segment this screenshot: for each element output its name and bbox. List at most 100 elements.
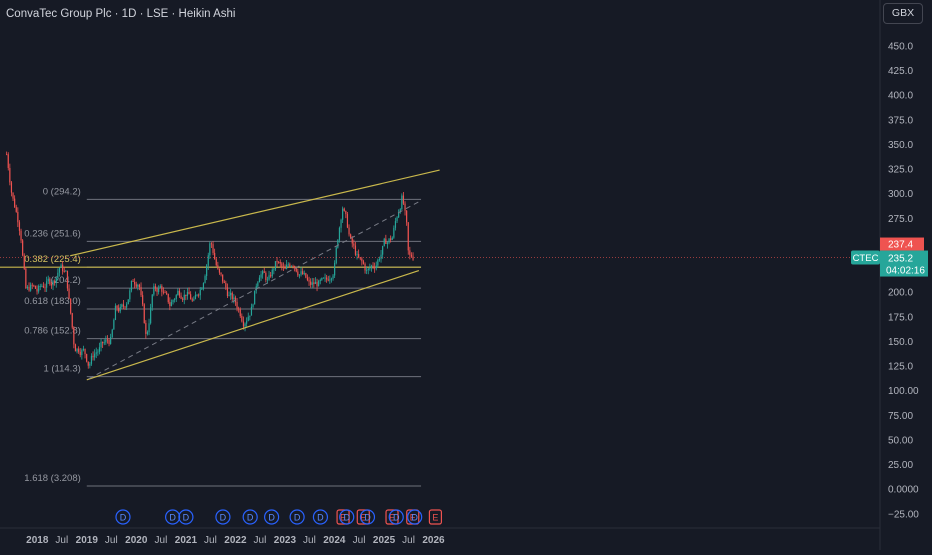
candle-body (38, 286, 40, 292)
candle-body (65, 270, 67, 272)
candle-body (119, 306, 121, 312)
dividend-marker (115, 509, 131, 525)
fib-level-label: 0.236 (251.6) (24, 228, 81, 239)
candle-body (295, 268, 297, 272)
candle-body (50, 283, 53, 286)
candle-body (266, 279, 269, 281)
candle-body (22, 240, 24, 256)
candle-body (54, 281, 56, 283)
candle-body (356, 254, 358, 255)
candles-group (6, 151, 414, 369)
candle-body (10, 182, 13, 193)
candle-body (110, 337, 112, 344)
candle-body (258, 277, 261, 283)
candle-body (306, 277, 309, 281)
candle-body (73, 327, 75, 345)
x-axis-tick-label: 2018 (26, 535, 49, 546)
candle-body (162, 291, 165, 293)
candle-body (116, 305, 118, 309)
candle-body (41, 285, 43, 287)
candle-body (249, 315, 251, 317)
candle-body (150, 307, 152, 324)
candle-body (47, 278, 49, 282)
y-axis-tick-label: 375.0 (888, 115, 913, 126)
candle-body (196, 294, 198, 296)
candle-body (354, 245, 357, 255)
candle-body (106, 339, 109, 341)
y-axis-tick-label: 200.0 (888, 288, 913, 299)
dividend-marker (359, 509, 376, 525)
candle-body (398, 212, 400, 218)
candle-body (9, 167, 11, 183)
dividend-marker-label: D (393, 513, 400, 523)
candle-body (278, 262, 280, 263)
y-axis-tick-label: −25.00 (888, 509, 919, 520)
channel-upper-line (70, 169, 440, 257)
candle-body (134, 281, 136, 285)
x-axis-tick-label: 2024 (323, 535, 346, 546)
candle-body (74, 344, 77, 352)
candle-body (31, 284, 33, 286)
x-axis-tick-label: Jul (402, 535, 415, 546)
x-axis-tick-label: 2021 (175, 535, 198, 546)
candle-body (142, 295, 144, 305)
candle-body (412, 256, 414, 260)
price-tag-label: 235.2 (888, 254, 913, 265)
chart-title: ConvaTec Group Plc · 1D · LSE · Heikin A… (6, 8, 236, 20)
candle-body (6, 154, 8, 156)
x-axis-tick-label: Jul (204, 535, 217, 546)
candle-body (257, 282, 259, 287)
candle-body (348, 227, 350, 235)
candle-body (30, 284, 32, 291)
candle-body (172, 299, 174, 303)
y-axis-tick-label: 150.0 (888, 337, 913, 348)
x-axis-tick-label: 2020 (125, 535, 148, 546)
candle-body (215, 259, 217, 266)
candle-body (182, 298, 184, 300)
candle-body (209, 243, 211, 256)
candle-body (337, 239, 339, 248)
candle-body (156, 288, 158, 292)
candle-body (20, 230, 22, 241)
candle-body (169, 302, 171, 307)
candle-body (122, 304, 125, 307)
candle-body (222, 274, 224, 282)
last-close-tag (880, 237, 924, 251)
candle-body (92, 355, 94, 358)
candle-body (44, 287, 46, 289)
candle-body (82, 348, 85, 351)
candle-body (210, 243, 213, 245)
candle-body (401, 195, 403, 210)
candle-body (146, 332, 149, 334)
dividend-marker-label: D (294, 513, 301, 523)
candle-body (329, 279, 331, 281)
candle-body (66, 270, 69, 289)
candle-body (322, 277, 325, 279)
x-axis-tick-label: Jul (55, 535, 68, 546)
currency-button[interactable]: GBX (883, 3, 923, 24)
dividend-marker-label: D (120, 513, 127, 523)
candle-body (55, 277, 57, 283)
candle-body (23, 255, 25, 269)
earnings-marker-label: E (340, 513, 346, 523)
dividend-marker (407, 509, 423, 525)
candle-body (396, 217, 398, 222)
candle-body (394, 221, 397, 228)
fib-level-label: 0.786 (152.8) (24, 326, 81, 337)
candle-body (294, 266, 296, 269)
candle-body (135, 284, 137, 287)
candle-body (81, 350, 83, 356)
candle-body (404, 203, 406, 211)
candle-body (385, 238, 387, 244)
candle-body (130, 280, 133, 291)
candle-body (108, 340, 110, 344)
candle-body (274, 261, 277, 270)
candle-body (265, 272, 267, 280)
candle-body (188, 291, 190, 295)
candle-body (111, 329, 113, 338)
candle-body (254, 290, 256, 305)
candle-body (319, 279, 321, 282)
dividend-marker-label: D (268, 513, 275, 523)
